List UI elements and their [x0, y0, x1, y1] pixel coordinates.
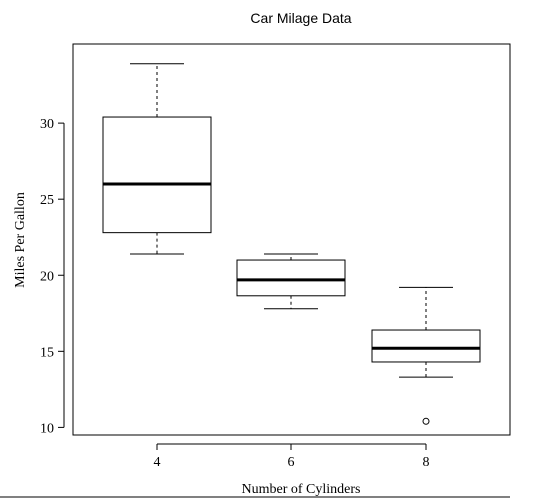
- plot-frame: [72, 43, 511, 436]
- outlier-point: [422, 417, 430, 425]
- y-tick-label: 20: [40, 269, 54, 284]
- x-tick-label: 8: [423, 455, 430, 470]
- box-6-cylinders: [236, 253, 346, 310]
- y-tick-label: 15: [40, 345, 54, 360]
- x-tick-label: 4: [154, 455, 161, 470]
- iqr-box: [371, 329, 481, 363]
- x-axis: 4 6 8: [154, 443, 430, 470]
- y-tick-label: 10: [40, 421, 54, 436]
- y-axis: 10 15 20 25 30: [40, 117, 65, 436]
- iqr-box: [102, 116, 212, 234]
- chart-title: Car Milage Data: [250, 10, 351, 26]
- x-axis-label: Number of Cylinders: [242, 482, 361, 497]
- y-tick-label: 25: [40, 193, 54, 208]
- box-8-cylinders: [371, 286, 481, 425]
- box-4-cylinders: [102, 63, 212, 255]
- y-tick-label: 30: [40, 117, 54, 132]
- y-axis-label: Miles Per Gallon: [13, 192, 28, 288]
- iqr-box: [236, 259, 346, 297]
- boxes-group: [102, 63, 481, 425]
- x-tick-label: 6: [288, 455, 295, 470]
